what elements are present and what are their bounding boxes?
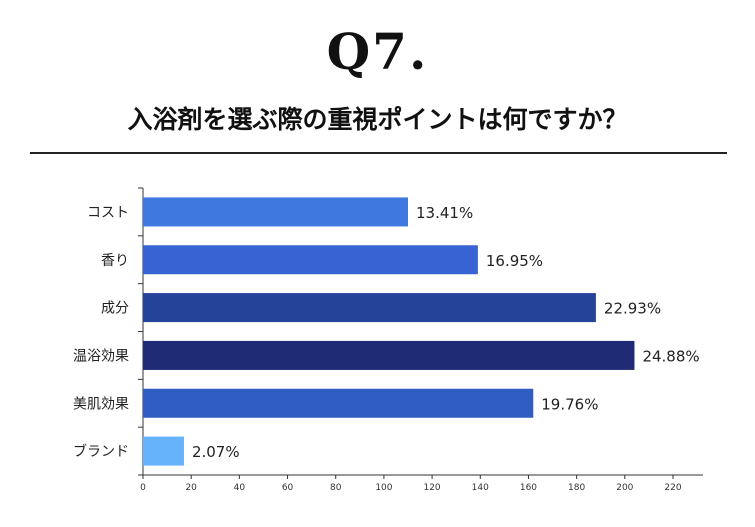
value-label: 16.95% bbox=[486, 252, 543, 270]
question-number: Q7. bbox=[326, 22, 429, 81]
x-tick-label: 80 bbox=[330, 483, 342, 493]
x-tick-label: 220 bbox=[664, 483, 681, 493]
x-tick-label: 160 bbox=[520, 483, 537, 493]
category-label: コスト bbox=[87, 205, 129, 221]
category-label: ブランド bbox=[73, 443, 129, 460]
bar bbox=[143, 197, 408, 227]
title-divider bbox=[30, 152, 727, 154]
bar bbox=[143, 340, 635, 370]
value-label: 24.88% bbox=[642, 347, 699, 365]
value-label: 22.93% bbox=[604, 300, 661, 318]
question-title: 入浴剤を選ぶ際の重視ポイントは何ですか？ bbox=[127, 105, 628, 134]
bar bbox=[143, 388, 534, 418]
value-label: 2.07% bbox=[192, 443, 240, 461]
x-tick-label: 60 bbox=[282, 483, 294, 493]
category-label: 美肌効果 bbox=[73, 396, 129, 412]
x-tick-label: 0 bbox=[140, 483, 146, 493]
category-label: 成分 bbox=[101, 301, 129, 317]
x-tick-label: 20 bbox=[185, 483, 197, 493]
x-tick-label: 200 bbox=[616, 483, 633, 493]
x-tick-label: 180 bbox=[568, 483, 585, 493]
x-tick-label: 40 bbox=[234, 483, 246, 493]
x-tick-label: 100 bbox=[375, 483, 392, 493]
bar bbox=[143, 245, 478, 275]
x-tick-label: 120 bbox=[423, 483, 440, 493]
category-label: 温浴効果 bbox=[73, 348, 129, 364]
category-label: 香り bbox=[101, 253, 129, 269]
bar bbox=[143, 436, 184, 466]
bar bbox=[143, 293, 596, 323]
x-tick-label: 140 bbox=[472, 483, 489, 493]
value-label: 19.76% bbox=[541, 395, 598, 413]
value-label: 13.41% bbox=[416, 204, 473, 222]
